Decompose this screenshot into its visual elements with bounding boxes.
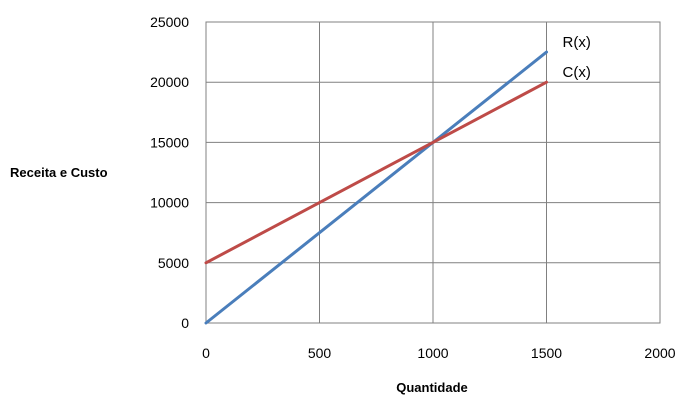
- series-label: C(x): [563, 64, 591, 81]
- y-tick-label: 0: [181, 315, 189, 331]
- plot-border: [205, 21, 661, 324]
- x-tick-label: 2000: [644, 345, 675, 361]
- series-labels: R(x) C(x): [563, 34, 591, 81]
- x-tick-labels: 0 500 1000 1500 2000: [202, 345, 676, 361]
- series-lines: [204, 50, 548, 325]
- y-tick-label: 20000: [150, 74, 189, 90]
- series-label: R(x): [563, 34, 591, 51]
- x-tick-label: 500: [308, 345, 332, 361]
- series-line: [204, 50, 548, 325]
- y-tick-label: 25000: [150, 14, 189, 30]
- series-line: [204, 80, 548, 265]
- x-axis-title: Quantidade: [396, 380, 468, 395]
- grid: [205, 21, 661, 324]
- y-tick-label: 5000: [158, 255, 189, 271]
- y-axis-title: Receita e Custo: [10, 165, 108, 180]
- x-tick-label: 1000: [417, 345, 448, 361]
- y-tick-labels: 0 5000 10000 15000 20000 25000: [150, 14, 189, 331]
- x-tick-label: 0: [202, 345, 210, 361]
- y-tick-label: 15000: [150, 134, 189, 150]
- x-tick-label: 1500: [531, 345, 562, 361]
- y-tick-label: 10000: [150, 195, 189, 211]
